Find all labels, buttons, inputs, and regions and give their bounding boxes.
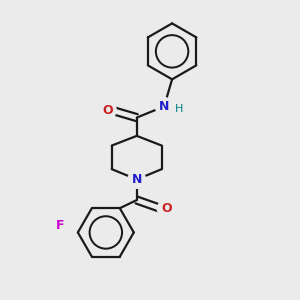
Text: N: N (159, 100, 169, 113)
Text: F: F (56, 220, 64, 232)
Text: H: H (175, 104, 184, 114)
Text: O: O (102, 104, 112, 117)
Circle shape (128, 171, 146, 188)
Text: N: N (132, 173, 142, 186)
Text: O: O (161, 202, 172, 215)
Circle shape (98, 101, 116, 119)
Circle shape (155, 98, 173, 115)
Circle shape (158, 200, 175, 218)
